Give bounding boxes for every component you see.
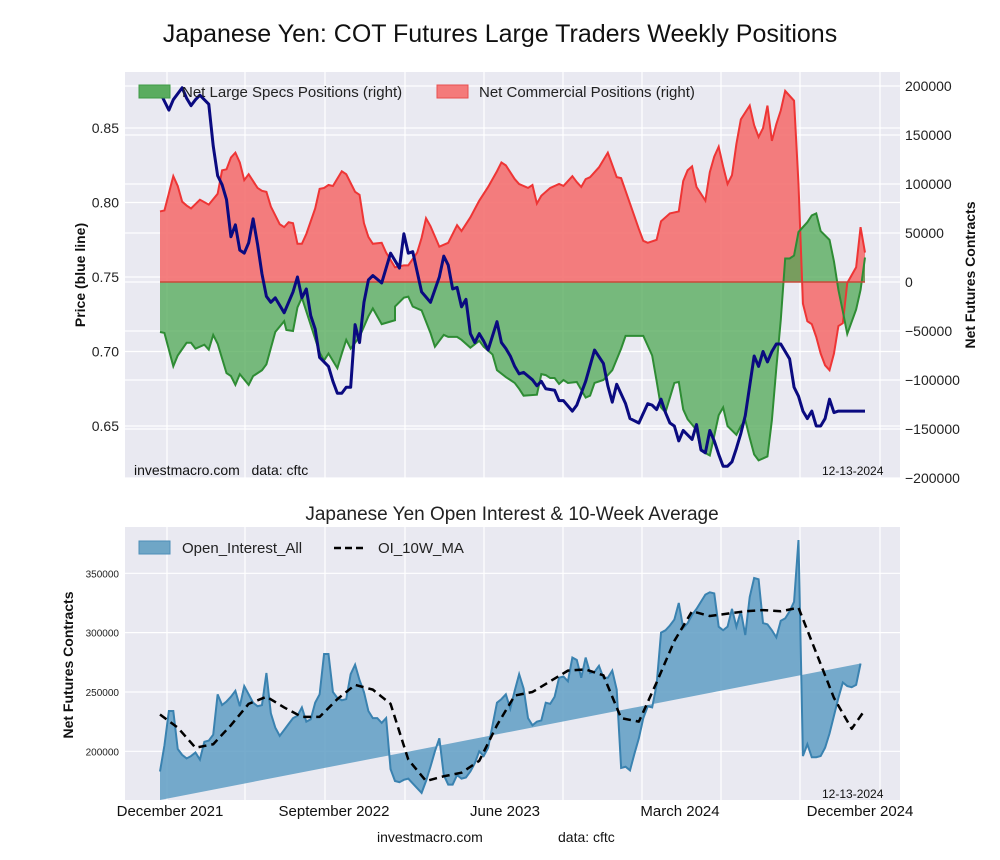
open-interest-y-label: Net Futures Contracts xyxy=(60,591,76,738)
open-interest-x-tick-label: September 2022 xyxy=(279,803,390,820)
price-tick-label: 0.70 xyxy=(92,344,119,360)
price-tick-label: 0.75 xyxy=(92,269,119,285)
contracts-tick-label: 0 xyxy=(905,274,913,290)
footer-site: investmacro.com xyxy=(377,829,483,845)
legend-label-large-specs: Net Large Specs Positions (right) xyxy=(182,84,402,101)
open-interest-area-group xyxy=(159,539,862,800)
moving-average-line xyxy=(159,606,867,783)
price-line xyxy=(158,86,865,468)
open-interest-y-tick-label: 300000 xyxy=(86,629,120,640)
page-title: Japanese Yen: COT Futures Large Traders … xyxy=(162,20,838,48)
contracts-tick-label: −200000 xyxy=(905,470,960,486)
legend-swatch-large-specs xyxy=(138,84,171,99)
legend-label-open-interest: Open_Interest_All xyxy=(182,540,302,557)
open-interest-y-tick-label: 250000 xyxy=(86,688,120,699)
open-interest-x-ticks: December 2021 September 2022 June 2023 Marc… xyxy=(117,803,914,820)
commercial-area xyxy=(160,90,865,371)
legend-label-commercial: Net Commercial Positions (right) xyxy=(479,84,695,101)
footer-source: data: cftc xyxy=(558,829,615,845)
price-tick-label: 0.65 xyxy=(92,418,119,434)
open-interest-y-tick-label: 350000 xyxy=(86,569,120,580)
commercial-line xyxy=(159,88,866,373)
date-annotation: 12-13-2024 xyxy=(822,464,884,478)
contracts-tick-label: 100000 xyxy=(905,176,952,192)
legend-label-moving-average: OI_10W_MA xyxy=(378,540,464,557)
open-interest-y-tick-label: 200000 xyxy=(86,747,120,758)
legend-swatch-commercial xyxy=(436,84,469,99)
open-interest-y-ticks: 200000 250000 300000 350000 xyxy=(86,569,120,758)
open-interest-x-tick-label: December 2021 xyxy=(117,803,224,820)
contracts-axis-label: Net Futures Contracts xyxy=(962,201,978,348)
open-interest-chart: Japanese Yen Open Interest & 10-Week Ave… xyxy=(60,504,913,820)
open-interest-x-tick-label: March 2024 xyxy=(640,803,719,820)
contracts-tick-label: 50000 xyxy=(905,225,944,241)
source-annotation: investmacro.com data: cftc xyxy=(134,462,308,478)
price-axis-label: Price (blue line) xyxy=(72,223,88,327)
open-interest-title: Japanese Yen Open Interest & 10-Week Ave… xyxy=(305,504,718,525)
open-interest-x-tick-label: June 2023 xyxy=(470,803,540,820)
positions-chart: 0.65 0.70 0.75 0.80 0.85 −200000 −150000 −1000… xyxy=(72,72,978,486)
positions-legend: Net Large Specs Positions (right) Net Co… xyxy=(138,84,695,101)
contracts-tick-label: 200000 xyxy=(905,78,952,94)
price-axis-ticks: 0.65 0.70 0.75 0.80 0.85 xyxy=(92,120,119,434)
open-interest-date-annotation: 12-13-2024 xyxy=(822,787,884,801)
legend-swatch-open-interest xyxy=(138,540,171,555)
contracts-tick-label: −150000 xyxy=(905,421,960,437)
open-interest-legend: Open_Interest_All OI_10W_MA xyxy=(138,540,464,557)
open-interest-line xyxy=(159,539,862,795)
contracts-tick-label: −100000 xyxy=(905,372,960,388)
price-line-group xyxy=(158,86,865,468)
contracts-tick-label: −50000 xyxy=(905,323,952,339)
price-tick-label: 0.80 xyxy=(92,195,119,211)
price-tick-label: 0.85 xyxy=(92,120,119,136)
contracts-axis-ticks: −200000 −150000 −100000 −50000 0 50000 100000 1… xyxy=(905,78,960,486)
open-interest-area xyxy=(160,540,861,800)
large-specs-line xyxy=(159,212,866,462)
positions-areas xyxy=(159,88,866,462)
open-interest-x-tick-label: December 2024 xyxy=(807,803,914,820)
large-specs-area xyxy=(160,213,865,461)
moving-average-group xyxy=(159,606,867,783)
contracts-tick-label: 150000 xyxy=(905,127,952,143)
